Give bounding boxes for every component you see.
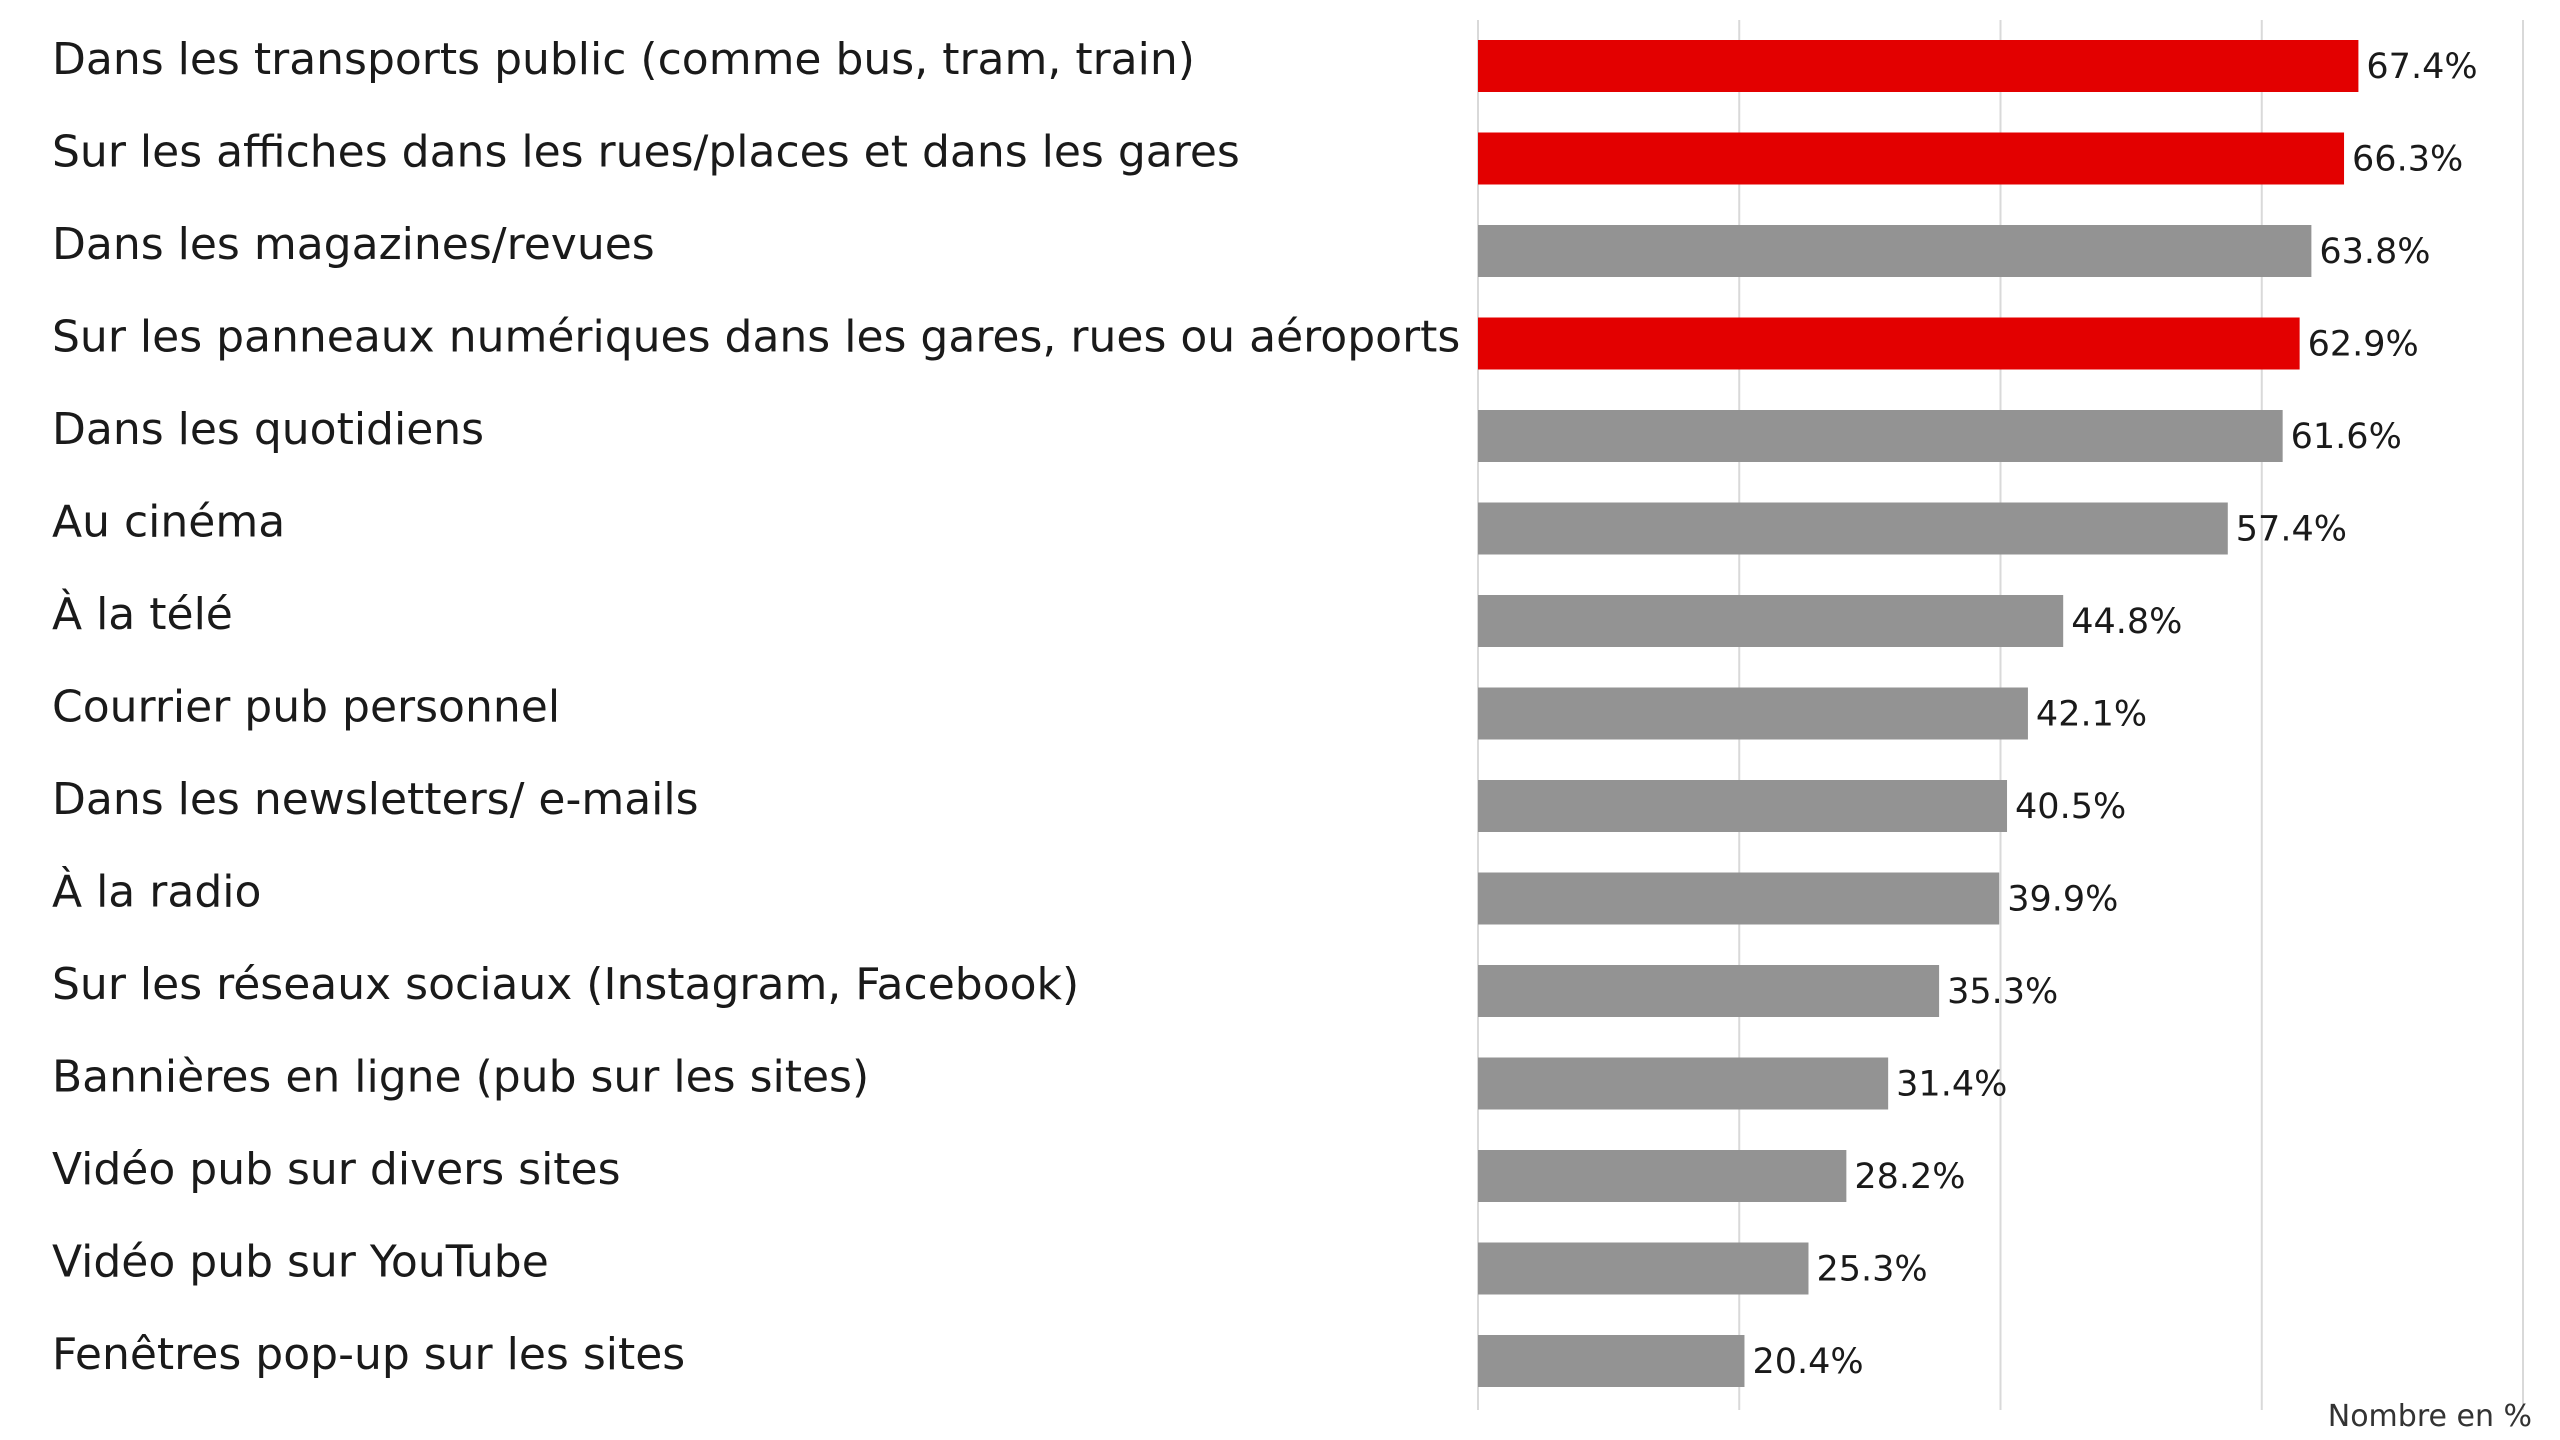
- value-label: 25.3%: [1816, 1250, 1927, 1290]
- category-label: Fenêtres pop-up sur les sites: [52, 1329, 685, 1380]
- category-label: Dans les newsletters/ e-mails: [52, 774, 699, 825]
- category-label: Dans les magazines/revues: [52, 219, 655, 270]
- category-label: À la télé: [52, 587, 233, 640]
- category-label: Sur les affiches dans les rues/places et…: [52, 127, 1240, 178]
- bar: [1478, 502, 2228, 555]
- category-label: Vidéo pub sur divers sites: [52, 1144, 621, 1195]
- category-label: Sur les réseaux sociaux (Instagram, Face…: [52, 959, 1079, 1010]
- value-label: 57.4%: [2236, 510, 2347, 550]
- bar: [1478, 1242, 1809, 1295]
- category-label: Bannières en ligne (pub sur les sites): [52, 1052, 869, 1103]
- bar: [1478, 965, 1940, 1017]
- value-label: 40.5%: [2015, 787, 2126, 827]
- bar: [1478, 225, 2312, 277]
- value-label: 61.6%: [2291, 417, 2402, 457]
- value-label: 63.8%: [2319, 232, 2430, 272]
- bar: [1478, 595, 2064, 647]
- bar: [1478, 1150, 1847, 1202]
- value-label: 62.9%: [2308, 325, 2419, 365]
- value-label: 42.1%: [2036, 695, 2147, 735]
- bar: [1478, 1335, 1745, 1387]
- value-labels: 67.4% 66.3% 63.8% 62.9% 61.6% 57.4% 44.8% 42.1%…: [1752, 47, 2477, 1382]
- bar: [1478, 317, 2300, 370]
- bar: [1478, 780, 2008, 832]
- bar: [1478, 872, 2000, 925]
- value-label: 67.4%: [2366, 47, 2477, 87]
- bar: [1478, 40, 2359, 92]
- bars: [1478, 40, 2359, 1387]
- value-label: 31.4%: [1896, 1065, 2007, 1105]
- category-label: Au cinéma: [52, 497, 285, 548]
- category-label: Vidéo pub sur YouTube: [52, 1237, 549, 1288]
- value-label: 20.4%: [1752, 1342, 1863, 1382]
- value-label: 39.9%: [2007, 880, 2118, 920]
- bar: [1478, 687, 2028, 740]
- category-label: Sur les panneaux numériques dans les gar…: [52, 312, 1460, 363]
- category-label: À la radio: [52, 865, 261, 918]
- bar: [1478, 410, 2283, 462]
- value-label: 44.8%: [2071, 602, 2182, 642]
- value-label: 28.2%: [1854, 1157, 1965, 1197]
- category-label: Dans les transports public (comme bus, t…: [52, 34, 1195, 85]
- value-label: 35.3%: [1947, 972, 2058, 1012]
- bar: [1478, 132, 2345, 185]
- unit-label: Nombre en %: [2328, 1399, 2532, 1434]
- bar: [1478, 1057, 1889, 1110]
- category-labels: Dans les transports public (comme bus, t…: [52, 34, 1460, 1380]
- value-label: 66.3%: [2352, 140, 2463, 180]
- category-label: Courrier pub personnel: [52, 682, 560, 733]
- category-label: Dans les quotidiens: [52, 404, 484, 455]
